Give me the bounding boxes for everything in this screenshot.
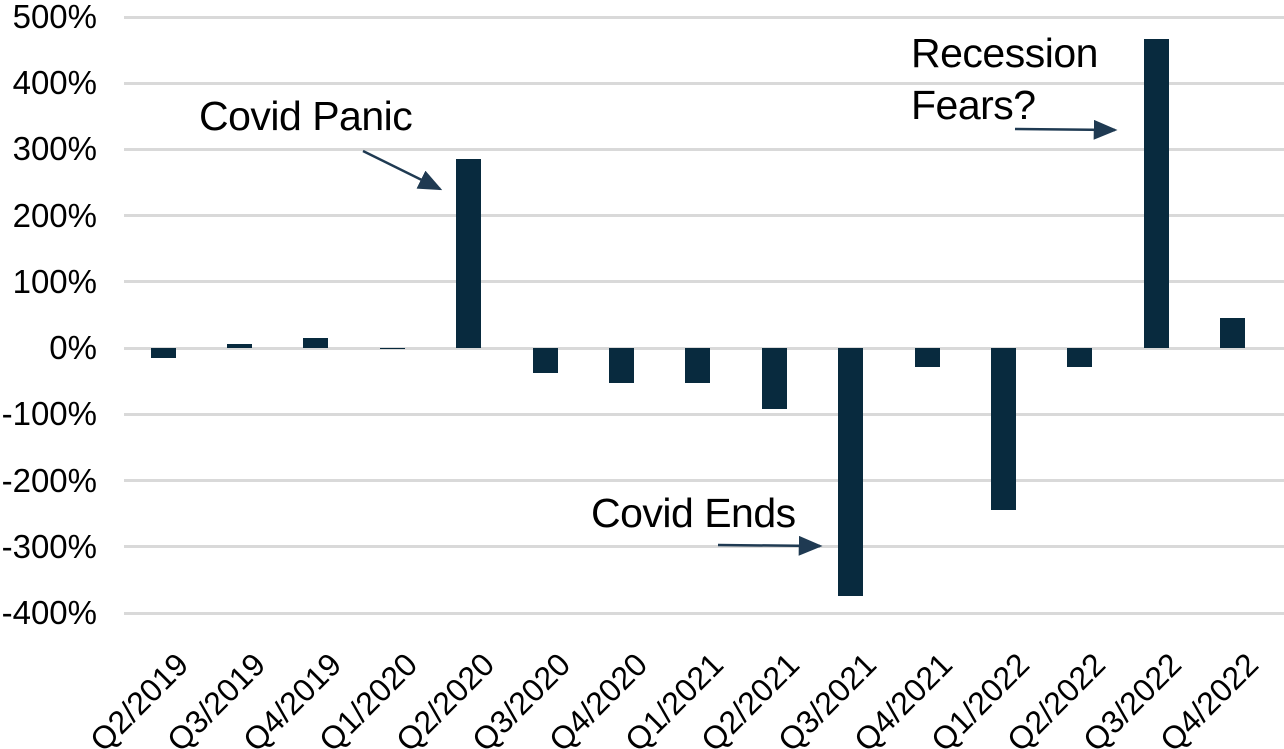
bar-q2-2019 bbox=[150, 348, 176, 359]
bar-q4-2022 bbox=[1220, 318, 1246, 349]
bar-q4-2020 bbox=[608, 348, 634, 383]
bar-q1-2020 bbox=[379, 348, 405, 350]
gridline bbox=[124, 412, 1284, 416]
bar-q2-2021 bbox=[761, 348, 787, 410]
gridline bbox=[124, 280, 1284, 284]
gridline bbox=[124, 15, 1284, 19]
y-axis-tick-label: 400% bbox=[12, 64, 97, 102]
bar-q2-2020 bbox=[456, 159, 482, 349]
gridline bbox=[124, 479, 1284, 483]
bar-q3-2019 bbox=[226, 344, 252, 349]
y-axis-tick-label: 100% bbox=[12, 262, 97, 300]
bar-q3-2022 bbox=[1143, 38, 1169, 349]
bar-q4-2019 bbox=[303, 338, 329, 349]
bar-q3-2021 bbox=[838, 348, 864, 597]
annotation-recession-fears: Recession Fears? bbox=[911, 30, 1098, 128]
bar-q1-2021 bbox=[685, 348, 711, 384]
gridline bbox=[124, 214, 1284, 218]
bar-q2-2022 bbox=[1067, 348, 1093, 367]
y-axis-tick-label: -400% bbox=[1, 594, 97, 631]
bar-q3-2020 bbox=[532, 348, 558, 374]
y-axis-tick-label: 0% bbox=[49, 329, 97, 367]
y-axis-tick-label: 300% bbox=[12, 130, 97, 168]
annotation-covid-ends: Covid Ends bbox=[591, 490, 796, 536]
bar-q4-2021 bbox=[914, 348, 940, 367]
y-axis-tick-label: -200% bbox=[1, 461, 97, 499]
gridline bbox=[124, 611, 1284, 615]
covid-panic-arrow bbox=[362, 149, 443, 191]
y-axis-tick-label: 200% bbox=[12, 196, 97, 234]
y-axis-tick-label: -300% bbox=[1, 527, 97, 565]
gridline bbox=[124, 147, 1284, 151]
gridline bbox=[124, 81, 1284, 85]
bar-q1-2022 bbox=[990, 348, 1016, 511]
annotation-covid-panic: Covid Panic bbox=[199, 93, 413, 139]
y-axis-tick-label: 500% bbox=[12, 0, 97, 35]
y-axis-tick-label: -100% bbox=[1, 395, 97, 433]
gridline bbox=[124, 545, 1284, 549]
